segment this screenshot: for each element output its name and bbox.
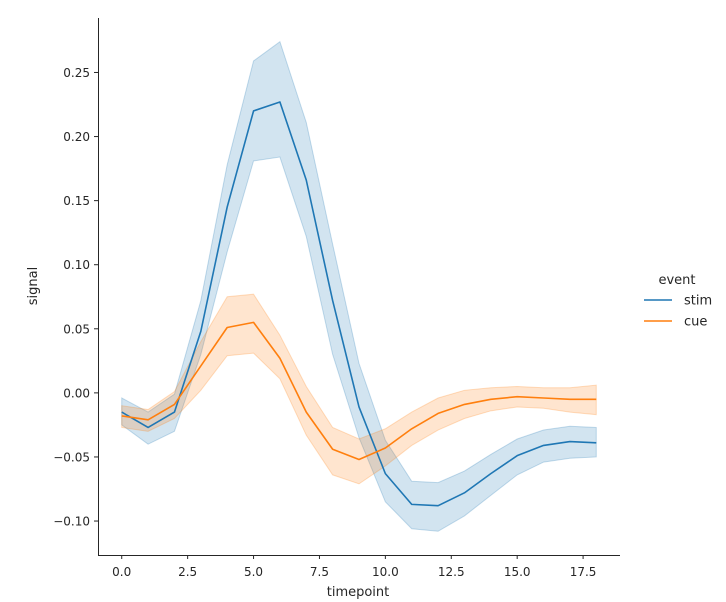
x-tick-label: 10.0 bbox=[372, 565, 399, 579]
x-tick-label: 2.5 bbox=[178, 565, 197, 579]
ci-band-stim bbox=[121, 40, 597, 532]
x-tick-label: 7.5 bbox=[310, 565, 329, 579]
y-axis-label: signal bbox=[26, 267, 41, 305]
x-ticks: 0.0 2.5 5.0 7.5 10.0 12.5 15.0 17.5 bbox=[112, 555, 596, 579]
y-tick-label: 0.25 bbox=[63, 66, 90, 80]
x-axis-label: timepoint bbox=[327, 585, 390, 600]
y-tick-label: 0.10 bbox=[63, 258, 90, 272]
legend: event stim cue bbox=[644, 273, 712, 330]
x-tick-label: 15.0 bbox=[504, 565, 531, 579]
series-line-stim bbox=[121, 101, 597, 507]
ci-bands bbox=[121, 40, 597, 532]
x-tick-label: 0.0 bbox=[112, 565, 131, 579]
y-ticks: −0.10 −0.05 0.00 0.05 0.10 0.15 0.20 0.25 bbox=[53, 66, 98, 529]
legend-title: event bbox=[658, 273, 695, 288]
y-tick-label: −0.05 bbox=[53, 450, 90, 464]
y-tick-label: −0.10 bbox=[53, 515, 90, 529]
y-tick-label: 0.00 bbox=[63, 386, 90, 400]
y-tick-label: 0.05 bbox=[63, 322, 90, 336]
legend-label-cue: cue bbox=[684, 315, 707, 330]
legend-label-stim: stim bbox=[684, 294, 712, 309]
x-tick-label: 17.5 bbox=[570, 565, 597, 579]
y-tick-label: 0.15 bbox=[63, 194, 90, 208]
y-tick-label: 0.20 bbox=[63, 130, 90, 144]
series-line-cue bbox=[121, 321, 597, 461]
series-lines bbox=[121, 101, 597, 507]
ci-band-cue bbox=[121, 293, 597, 485]
x-tick-label: 12.5 bbox=[438, 565, 465, 579]
x-tick-label: 5.0 bbox=[244, 565, 263, 579]
